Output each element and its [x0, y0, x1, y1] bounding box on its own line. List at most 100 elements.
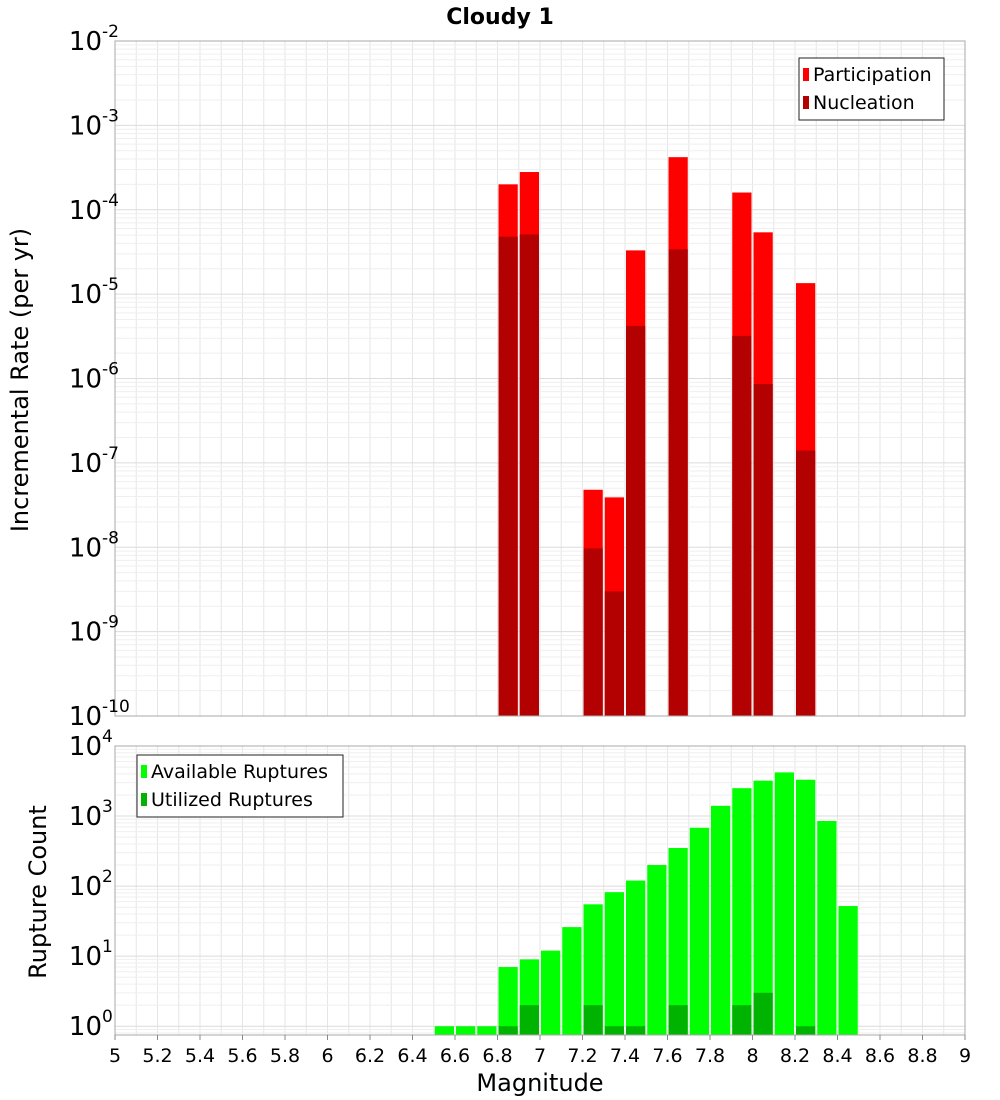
y-tick-exponent: -9	[102, 613, 119, 633]
utilized-ruptures-legend-swatch	[141, 793, 147, 806]
utilized-ruptures-bar	[583, 1005, 603, 1035]
x-tick-label: 6.6	[440, 1045, 470, 1067]
x-tick-label: 8.2	[780, 1045, 810, 1067]
utilized-ruptures-bar	[604, 1026, 624, 1035]
x-tick-label: 6.8	[482, 1045, 512, 1067]
y-tick-label: 10	[69, 533, 102, 563]
x-axis-ticks: 5 5.2 5.4 5.6 5.8 6 6.2 6.4 6.6 6.8 7 7.2 7.4 7.6 7.8 8…	[109, 1035, 971, 1067]
y-tick-exponent: 2	[102, 867, 113, 887]
available-ruptures-bar	[753, 780, 773, 1035]
x-tick-label: 6.2	[355, 1045, 385, 1067]
available-ruptures-bar	[604, 892, 624, 1035]
available-ruptures-bar	[562, 927, 582, 1035]
utilized-ruptures-bar	[626, 1026, 646, 1035]
y-tick-exponent: -3	[102, 106, 119, 126]
y-tick-label: 10	[69, 702, 102, 732]
legend-box	[798, 57, 945, 121]
available-ruptures-legend-label: Available Ruptures	[151, 761, 328, 783]
nucleation-bar	[519, 234, 539, 716]
x-tick-label: 8	[746, 1045, 758, 1067]
available-ruptures-bar	[817, 821, 837, 1035]
available-ruptures-bar	[774, 772, 794, 1035]
x-tick-label: 5.6	[227, 1045, 257, 1067]
x-tick-label: 7.4	[610, 1045, 640, 1067]
available-ruptures-bar	[838, 906, 858, 1035]
rate-panel-frame	[114, 40, 966, 717]
x-axis-label: Magnitude	[476, 1069, 603, 1097]
utilized-ruptures-bar	[796, 1026, 816, 1035]
nucleation-bar	[604, 591, 624, 716]
x-tick-label: 5.4	[185, 1045, 215, 1067]
nucleation-bar	[498, 236, 518, 716]
nucleation-bar	[668, 249, 688, 716]
y-tick-exponent: 1	[102, 937, 113, 957]
nucleation-legend-label: Nucleation	[813, 92, 915, 114]
available-ruptures-bar	[541, 950, 561, 1035]
y-tick-label: 10	[69, 732, 102, 762]
y-tick-label: 10	[69, 27, 102, 57]
x-tick-label: 5.8	[270, 1045, 300, 1067]
rate-panel-y-label: Incremental Rate (per yr)	[6, 228, 34, 532]
utilized-ruptures-bar	[498, 1026, 518, 1035]
y-tick-label: 10	[69, 942, 102, 972]
x-tick-label: 9	[959, 1045, 971, 1067]
y-tick-exponent: 0	[102, 1007, 113, 1027]
y-tick-exponent: -8	[102, 528, 119, 548]
utilized-ruptures-bar	[732, 1005, 752, 1035]
y-tick-exponent: -7	[102, 444, 119, 464]
nucleation-bar	[732, 335, 752, 716]
nucleation-bar	[626, 325, 646, 716]
nucleation-legend-swatch	[803, 96, 809, 109]
y-tick-label: 10	[69, 1012, 102, 1042]
legend-box	[136, 754, 344, 818]
rate-panel-grid	[114, 40, 966, 717]
y-tick-exponent: -10	[102, 697, 130, 717]
x-tick-label: 8.6	[865, 1045, 895, 1067]
available-ruptures-bar	[583, 904, 603, 1035]
y-tick-exponent: -2	[102, 22, 119, 42]
available-ruptures-bar	[456, 1026, 476, 1035]
utilized-ruptures-bar	[519, 1005, 539, 1035]
y-tick-label: 10	[69, 449, 102, 479]
y-tick-exponent: 4	[102, 727, 113, 747]
available-ruptures-bar	[626, 880, 646, 1035]
available-ruptures-bar	[689, 827, 709, 1035]
available-ruptures-bar	[498, 967, 518, 1035]
available-ruptures-bar	[647, 865, 667, 1035]
rupture-panel-legend: Available Ruptures Utilized Ruptures	[136, 754, 344, 818]
x-tick-label: 8.8	[907, 1045, 937, 1067]
y-tick-exponent: -4	[102, 191, 119, 211]
utilized-ruptures-bar	[753, 992, 773, 1035]
available-ruptures-bar	[796, 779, 816, 1035]
x-tick-label: 6	[321, 1045, 333, 1067]
nucleation-bar	[583, 548, 603, 716]
x-tick-label: 8.4	[822, 1045, 852, 1067]
available-ruptures-bar	[434, 1026, 454, 1035]
y-tick-label: 10	[69, 872, 102, 902]
rupture-panel-y-label: Rupture Count	[24, 805, 52, 979]
rate-panel-bars	[498, 157, 816, 717]
utilized-ruptures-bar	[668, 1005, 688, 1035]
available-ruptures-bar	[711, 805, 731, 1035]
x-tick-label: 7.6	[652, 1045, 682, 1067]
available-ruptures-legend-swatch	[141, 765, 147, 778]
rupture-panel-bars	[434, 772, 858, 1035]
available-ruptures-bar	[477, 1026, 497, 1035]
chart-title: Cloudy 1	[446, 5, 554, 30]
y-tick-label: 10	[69, 280, 102, 310]
x-tick-label: 7.8	[695, 1045, 725, 1067]
y-tick-exponent: -5	[102, 275, 119, 295]
x-tick-label: 5	[109, 1045, 121, 1067]
available-ruptures-bar	[668, 848, 688, 1035]
rate-panel-legend: Participation Nucleation	[798, 57, 945, 121]
x-tick-label: 7.2	[567, 1045, 597, 1067]
participation-legend-label: Participation	[813, 64, 932, 86]
utilized-ruptures-legend-label: Utilized Ruptures	[151, 789, 313, 811]
y-tick-label: 10	[69, 618, 102, 648]
nucleation-bar	[753, 384, 773, 716]
y-tick-label: 10	[69, 111, 102, 141]
